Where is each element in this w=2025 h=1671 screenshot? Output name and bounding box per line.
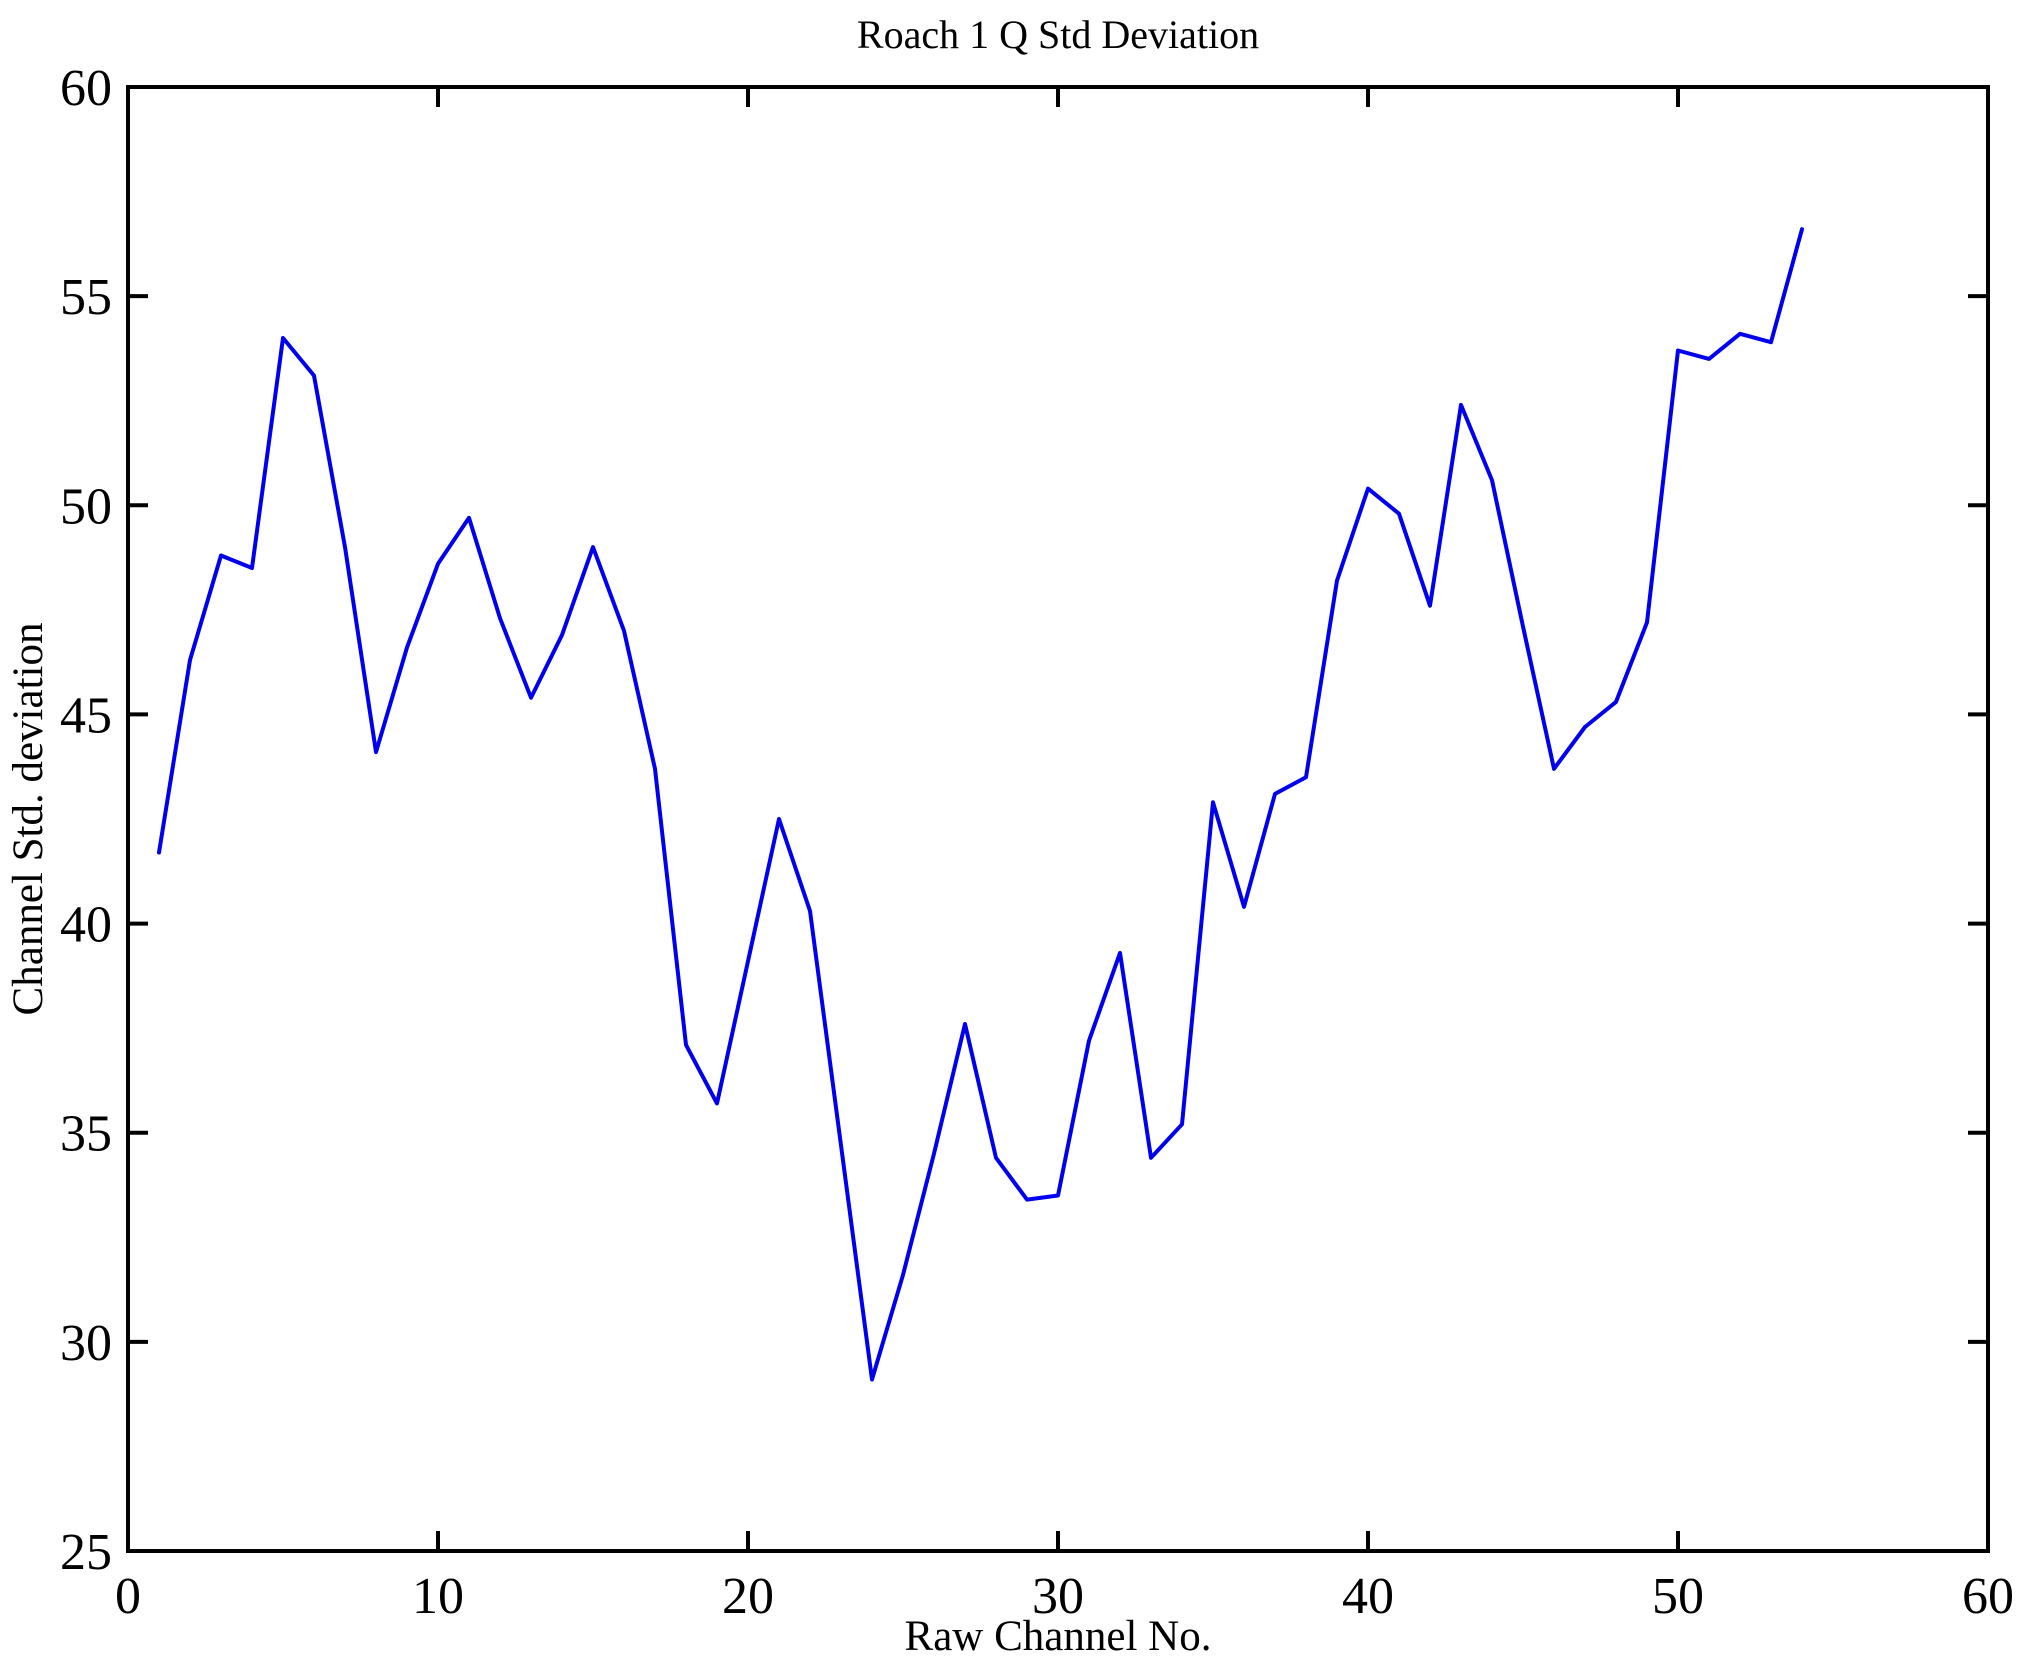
- y-tick-label: 45: [60, 687, 112, 744]
- x-tick-label: 40: [1342, 1568, 1394, 1625]
- x-axis-label: Raw Channel No.: [905, 1613, 1212, 1660]
- y-tick-label: 50: [60, 478, 112, 535]
- y-tick-label: 55: [60, 269, 112, 326]
- y-axis-label: Channel Std. deviation: [5, 623, 52, 1016]
- x-tick-label: 10: [412, 1568, 464, 1625]
- plot-area: 0 10 20 30 40 50 60 25 30 35 40 45 50 55 60: [60, 60, 2014, 1625]
- y-tick-label: 30: [60, 1315, 112, 1372]
- y-tick-label: 35: [60, 1106, 112, 1163]
- x-tick-label: 20: [722, 1568, 774, 1625]
- y-tick-label: 60: [60, 60, 112, 117]
- x-tick-label: 0: [115, 1568, 141, 1625]
- x-tick-label: 60: [1962, 1568, 2014, 1625]
- x-tick-label: 50: [1652, 1568, 1704, 1625]
- y-tick-label: 40: [60, 897, 112, 954]
- data-series-line: [157, 227, 1804, 1382]
- x-tick-label: 30: [1032, 1568, 1084, 1625]
- y-tick-label: 25: [60, 1524, 112, 1581]
- plot-box: [126, 85, 1990, 1553]
- chart-title: Roach 1 Q Std Deviation: [857, 12, 1259, 57]
